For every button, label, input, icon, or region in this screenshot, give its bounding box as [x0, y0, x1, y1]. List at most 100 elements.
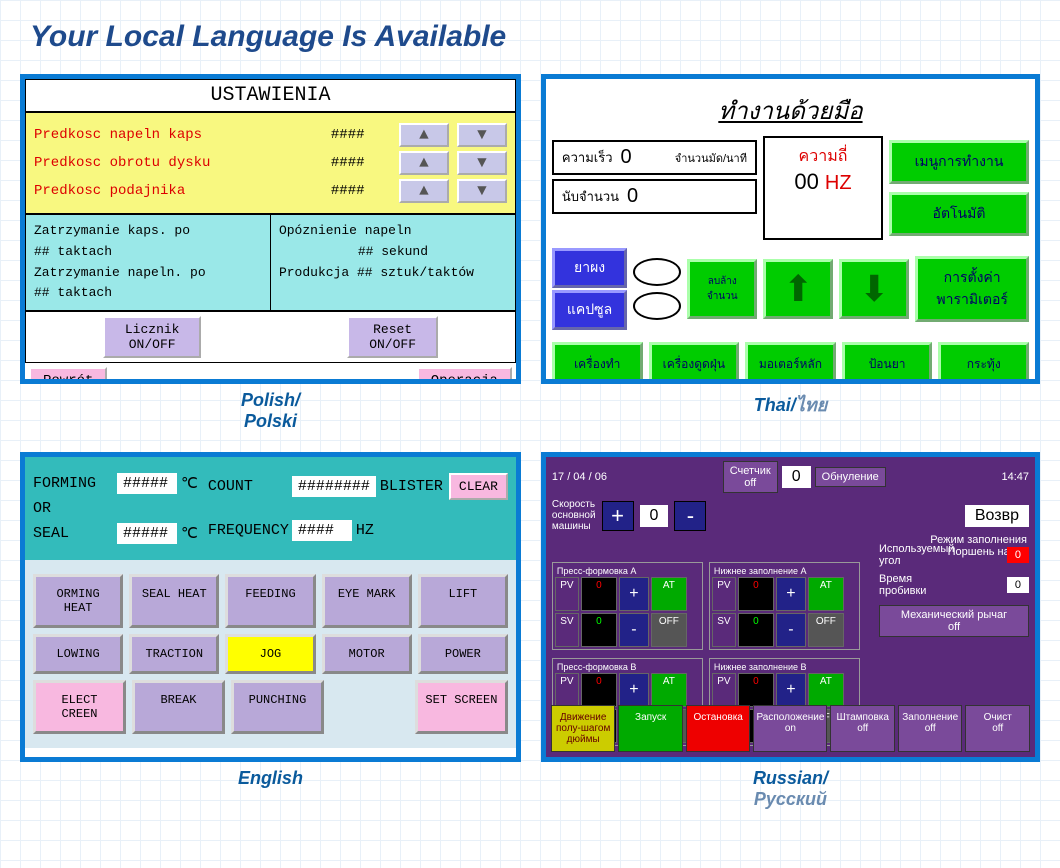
- polish-header: USTAWIENIA: [25, 79, 516, 112]
- down-button[interactable]: ▼: [457, 123, 507, 147]
- russian-panel: 17 / 04 / 06 Счетчик off 0 Обнуление 14:…: [541, 452, 1040, 762]
- frequency-box: ความถี่ 00HZ: [763, 136, 883, 240]
- setting-value: ####: [331, 155, 391, 171]
- counter-value: 0: [782, 466, 811, 488]
- forming-value: #####: [117, 473, 177, 494]
- up-button[interactable]: ▲: [399, 123, 449, 147]
- params-button[interactable]: การตั้งค่าพารามิเตอร์: [915, 256, 1029, 322]
- minus-button[interactable]: -: [674, 501, 706, 531]
- forming-heat-button[interactable]: ORMING HEAT: [33, 574, 123, 628]
- module-a: Пресс-формовка A PV0+AT SV0-OFF: [552, 562, 703, 650]
- up-button[interactable]: ▲: [399, 179, 449, 203]
- polish-settings-area: Predkosc napeln kaps####▲▼ Predkosc obro…: [25, 112, 516, 214]
- powder-button[interactable]: ยาผง: [552, 248, 627, 288]
- setting-value: ####: [331, 127, 391, 143]
- at-button[interactable]: AT: [651, 577, 687, 611]
- traction-button[interactable]: TRACTION: [129, 634, 219, 674]
- frequency-label: FREQUENCY: [208, 522, 288, 539]
- counter-button[interactable]: Счетчик off: [723, 461, 778, 493]
- power-button[interactable]: POWER: [418, 634, 508, 674]
- jog-button[interactable]: JOG: [225, 634, 315, 674]
- time-display: 14:47: [1001, 471, 1029, 483]
- speed-value: 0: [640, 505, 669, 527]
- clear-button[interactable]: CLEAR: [449, 473, 508, 500]
- motor-button[interactable]: มอเตอร์หลัก: [745, 342, 836, 384]
- angle-value: 0: [1007, 547, 1029, 563]
- indicator-icon: [633, 292, 681, 320]
- return-button[interactable]: Возвр: [965, 505, 1029, 527]
- plus-button[interactable]: +: [602, 501, 634, 531]
- date-display: 17 / 04 / 06: [552, 471, 607, 483]
- back-button[interactable]: Powrót: [29, 367, 107, 384]
- punch-time-label: Время пробивки: [879, 573, 926, 597]
- clean-button[interactable]: Очист off: [965, 705, 1030, 752]
- fill-button[interactable]: Заполнение off: [898, 705, 963, 752]
- position-button[interactable]: Расположение on: [753, 705, 827, 752]
- vacuum-button[interactable]: เครื่องทำสุญญากาศ: [552, 342, 643, 384]
- russian-label: Russian/Русский: [541, 768, 1040, 810]
- frequency-value: ####: [292, 520, 352, 541]
- operation-button[interactable]: Operacja: [417, 367, 512, 384]
- lift-button[interactable]: LIFT: [418, 574, 508, 628]
- thai-panel: ทำงานด้วยมือ ความเร็ว0จำนวนมัด/นาที นับจ…: [541, 74, 1040, 384]
- setting-label: Predkosc napeln kaps: [34, 127, 331, 143]
- polish-panel: USTAWIENIA Predkosc napeln kaps####▲▼ Pr…: [20, 74, 521, 384]
- down-arrow-button[interactable]: ⬇: [839, 259, 909, 319]
- at-button[interactable]: AT: [808, 577, 844, 611]
- feed-button[interactable]: ป้อนยา: [842, 342, 933, 384]
- indicator-icon: [633, 258, 681, 286]
- minus-button[interactable]: -: [619, 613, 649, 647]
- off-button[interactable]: OFF: [651, 613, 687, 647]
- lever-button[interactable]: Механический рычаг off: [879, 605, 1029, 637]
- down-button[interactable]: ▼: [457, 179, 507, 203]
- set-screen-button[interactable]: SET SCREEN: [415, 680, 508, 734]
- up-arrow-button[interactable]: ⬆: [763, 259, 833, 319]
- punch-value: 0: [1007, 577, 1029, 593]
- eject-button[interactable]: กระทุ้ง: [938, 342, 1029, 384]
- break-button[interactable]: BREAK: [132, 680, 225, 734]
- motor-button[interactable]: MOTOR: [322, 634, 412, 674]
- auto-button[interactable]: อัตโนมัติ: [889, 192, 1029, 236]
- setting-value: ####: [331, 183, 391, 199]
- angle-label: Используемый угол: [879, 543, 954, 567]
- setting-label: Predkosc obrotu dysku: [34, 155, 331, 171]
- speed-box: ความเร็ว0จำนวนมัด/นาที: [552, 140, 757, 175]
- counter-button[interactable]: Licznik ON/OFF: [103, 316, 202, 358]
- stop-settings: Zatrzymanie kaps. po ## taktach Zatrzyma…: [26, 215, 271, 310]
- start-button[interactable]: Запуск: [618, 705, 683, 752]
- speed-label: Скорость основной машины: [552, 499, 596, 532]
- module-b: Нижнее заполнение A PV0+AT SV0-OFF: [709, 562, 860, 650]
- count-label: COUNT: [208, 478, 288, 495]
- down-button[interactable]: ▼: [457, 151, 507, 175]
- stamp-button[interactable]: Штамповка off: [830, 705, 895, 752]
- capsule-button[interactable]: แคปซูล: [552, 290, 627, 330]
- plus-button[interactable]: +: [776, 577, 806, 611]
- lowing-button[interactable]: LOWING: [33, 634, 123, 674]
- menu-button[interactable]: เมนูการทำงาน: [889, 140, 1029, 184]
- punching-button[interactable]: PUNCHING: [231, 680, 324, 734]
- reset-button[interactable]: Обнуление: [815, 467, 886, 487]
- polish-label: Polish/Polski: [20, 390, 521, 432]
- seal-heat-button[interactable]: SEAL HEAT: [129, 574, 219, 628]
- seal-value: #####: [117, 523, 177, 544]
- dust-button[interactable]: เครื่องดูดฝุ่น: [649, 342, 740, 384]
- thai-label: Thai/ไทย: [541, 390, 1040, 419]
- minus-button[interactable]: -: [776, 613, 806, 647]
- count-value: ########: [292, 476, 376, 497]
- thai-header: ทำงานด้วยมือ: [552, 85, 1029, 136]
- reset-button[interactable]: Reset ON/OFF: [347, 316, 438, 358]
- select-screen-button[interactable]: ELECT CREEN: [33, 680, 126, 734]
- stop-button[interactable]: Остановка: [686, 705, 751, 752]
- feeding-button[interactable]: FEEDING: [225, 574, 315, 628]
- seal-label: SEAL: [33, 525, 113, 542]
- plus-button[interactable]: +: [619, 577, 649, 611]
- up-button[interactable]: ▲: [399, 151, 449, 175]
- eye-mark-button[interactable]: EYE MARK: [322, 574, 412, 628]
- setting-label: Predkosc podajnika: [34, 183, 331, 199]
- off-button[interactable]: OFF: [808, 613, 844, 647]
- step-button[interactable]: Движение полу-шагом дюймы: [551, 705, 616, 752]
- forming-label: FORMING: [33, 475, 113, 492]
- count-box: นับจำนวน0: [552, 179, 757, 214]
- english-label: English: [20, 768, 521, 789]
- clear-button[interactable]: ลบล้าง จำนวน: [687, 259, 757, 319]
